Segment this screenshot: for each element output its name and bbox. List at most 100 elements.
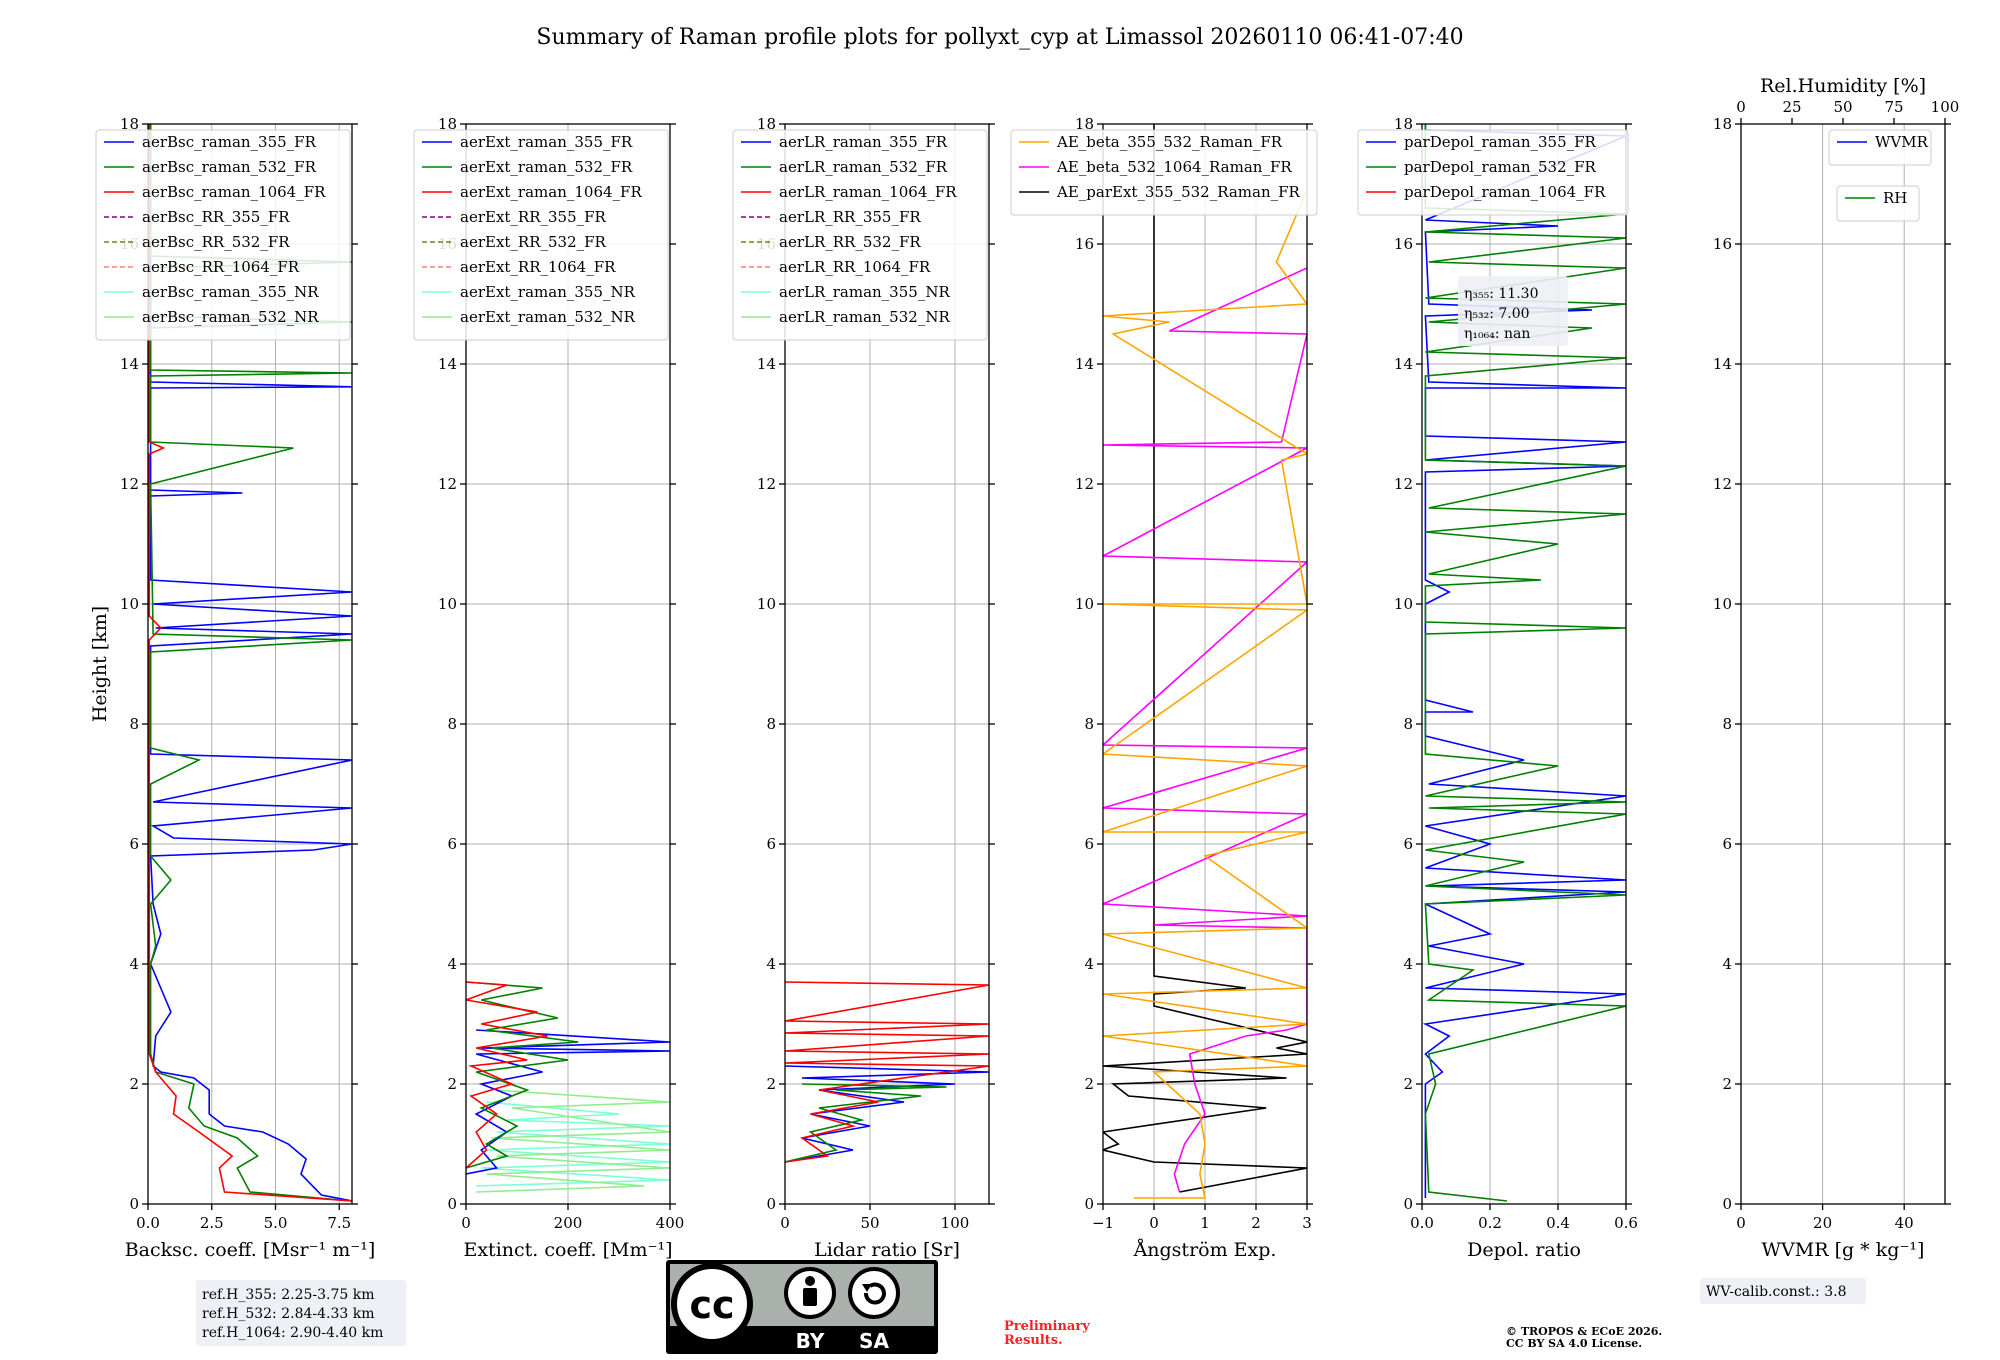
legend-wvmr: WVMR bbox=[1828, 129, 1932, 166]
x-tick-label: 7.5 bbox=[327, 1214, 351, 1232]
axes-frame bbox=[1740, 123, 1946, 1205]
y-tick-label: 6 bbox=[447, 835, 457, 853]
legend-entry-RH: RH bbox=[1883, 189, 1907, 207]
y-tick-label: 2 bbox=[1403, 1075, 1413, 1093]
x-tick-label: 50 bbox=[860, 1214, 879, 1232]
legend-entry-aerLR_RR_355_FR: aerLR_RR_355_FR bbox=[779, 208, 921, 226]
y-tick-label: 8 bbox=[447, 715, 457, 733]
y-tick-label: 18 bbox=[1713, 115, 1732, 133]
eta-line-2: η₅₃₂: 7.00 bbox=[1464, 306, 1530, 322]
figure-title: Summary of Raman profile plots for polly… bbox=[536, 25, 1463, 50]
badge-sa-label: SA bbox=[859, 1329, 889, 1353]
y-tick-label: 8 bbox=[766, 715, 776, 733]
y-tick-label: 10 bbox=[1394, 595, 1413, 613]
legend-box bbox=[1010, 129, 1318, 216]
y-tick-label: 4 bbox=[1403, 955, 1413, 973]
y-tick-label: 6 bbox=[766, 835, 776, 853]
y-tick-label: 8 bbox=[1084, 715, 1094, 733]
x-tick-label: 0.6 bbox=[1614, 1214, 1638, 1232]
top-x-tick-label: 25 bbox=[1782, 98, 1801, 116]
legend-entry-AE_beta_532_1064_Raman_FR: AE_beta_532_1064_Raman_FR bbox=[1056, 158, 1292, 176]
y-tick-label: 16 bbox=[1394, 235, 1413, 253]
y-tick-label: 12 bbox=[1394, 475, 1413, 493]
series-line-AE_beta_355_532_Raman_FR bbox=[1103, 189, 1307, 1199]
y-tick-label: 18 bbox=[438, 115, 457, 133]
x-axis-label: Backsc. coeff. [Msr⁻¹ m⁻¹] bbox=[125, 1239, 376, 1261]
y-tick-label: 8 bbox=[129, 715, 139, 733]
legend-entry-aerExt_raman_532_NR: aerExt_raman_532_NR bbox=[460, 308, 636, 326]
x-axis-label: WVMR [g * kg⁻¹] bbox=[1762, 1239, 1925, 1261]
legend-rh: RH bbox=[1836, 185, 1920, 222]
top-x-tick-label: 0 bbox=[1736, 98, 1746, 116]
legend-box bbox=[95, 129, 351, 341]
series-line-aerBsc_raman_355_FR bbox=[149, 124, 352, 1202]
y-tick-label: 14 bbox=[1394, 355, 1413, 373]
sa-arrow-arc bbox=[864, 1282, 886, 1305]
legend-entry-aerLR_RR_532_FR: aerLR_RR_532_FR bbox=[779, 233, 921, 251]
x-tick-label: 2 bbox=[1251, 1214, 1261, 1232]
legend-entry-aerBsc_raman_532_NR: aerBsc_raman_532_NR bbox=[142, 308, 319, 326]
legend-entry-aerExt_raman_532_FR: aerExt_raman_532_FR bbox=[460, 158, 633, 176]
series-line-aerExt_raman_532_NR bbox=[476, 1089, 670, 1193]
legend-entry-aerBsc_RR_532_FR: aerBsc_RR_532_FR bbox=[142, 233, 290, 251]
y-tick-label: 2 bbox=[447, 1075, 457, 1093]
top-axis-label: Rel.Humidity [%] bbox=[1760, 75, 1926, 97]
legend-entry-aerBsc_RR_355_FR: aerBsc_RR_355_FR bbox=[142, 208, 290, 226]
legend-bsc: aerBsc_raman_355_FR aerBsc_raman_532_FRae… bbox=[95, 129, 351, 341]
legend-entry-aerExt_RR_355_FR: aerExt_RR_355_FR bbox=[460, 208, 607, 226]
series-line-aerExt_raman_1064_FR bbox=[466, 981, 548, 1169]
x-tick-label: 100 bbox=[941, 1214, 970, 1232]
wv-calib-text: WV-calib.const.: 3.8 bbox=[1706, 1284, 1846, 1300]
x-tick-label: 0 bbox=[1736, 1214, 1746, 1232]
legend-entry-AE_parExt_355_532_Raman_FR: AE_parExt_355_532_Raman_FR bbox=[1056, 183, 1301, 201]
cc-letters: cc bbox=[689, 1283, 734, 1327]
y-tick-label: 10 bbox=[1713, 595, 1732, 613]
x-tick-label: 0.2 bbox=[1478, 1214, 1502, 1232]
y-tick-label: 6 bbox=[1403, 835, 1413, 853]
y-tick-label: 4 bbox=[129, 955, 139, 973]
axes-frame bbox=[1421, 123, 1627, 1205]
x-tick-label: 0 bbox=[780, 1214, 790, 1232]
legend-entry-aerBsc_RR_1064_FR: aerBsc_RR_1064_FR bbox=[142, 258, 300, 276]
ref-h-532: ref.H_532: 2.84-4.33 km bbox=[202, 1306, 375, 1322]
y-tick-label: 12 bbox=[757, 475, 776, 493]
badge-by-label: BY bbox=[796, 1329, 825, 1353]
panel-ext: 0246810121416180200400Extinct. coeff. [M… bbox=[413, 115, 684, 1261]
y-tick-label: 6 bbox=[1722, 835, 1732, 853]
series-line-aerLR_raman_532_FR bbox=[785, 1083, 947, 1163]
y-tick-label: 14 bbox=[438, 355, 457, 373]
legend-ae: AE_beta_355_532_Raman_FR AE_beta_532_1064… bbox=[1010, 129, 1318, 216]
legend-entry-parDepol_raman_532_FR: parDepol_raman_532_FR bbox=[1404, 158, 1597, 176]
x-tick-label: 1 bbox=[1200, 1214, 1210, 1232]
copyright-text-1: © TROPOS & ECoE 2026. bbox=[1506, 1325, 1662, 1338]
legend-box bbox=[413, 129, 669, 341]
x-tick-label: 20 bbox=[1813, 1214, 1832, 1232]
axes-frame bbox=[147, 123, 353, 1205]
legend-box bbox=[1836, 185, 1920, 222]
x-tick-label: 2.5 bbox=[200, 1214, 224, 1232]
x-tick-label: 5.0 bbox=[264, 1214, 288, 1232]
y-tick-label: 12 bbox=[1713, 475, 1732, 493]
reference-height-box: ref.H_355: 2.25-3.75 km ref.H_532: 2.84-… bbox=[196, 1280, 406, 1346]
y-tick-label: 0 bbox=[129, 1195, 139, 1213]
y-tick-label: 0 bbox=[447, 1195, 457, 1213]
legend-entry-aerLR_raman_355_NR: aerLR_raman_355_NR bbox=[779, 283, 950, 301]
y-tick-label: 4 bbox=[1084, 955, 1094, 973]
series-group bbox=[1103, 124, 1307, 1199]
x-tick-label: 0.0 bbox=[136, 1214, 160, 1232]
legend-entry-parDepol_raman_355_FR: parDepol_raman_355_FR bbox=[1404, 133, 1597, 151]
y-tick-label: 8 bbox=[1722, 715, 1732, 733]
cc-circle-icon bbox=[671, 1263, 753, 1345]
y-tick-label: 18 bbox=[1075, 115, 1094, 133]
top-x-tick-label: 75 bbox=[1884, 98, 1903, 116]
top-x-tick-label: 50 bbox=[1833, 98, 1852, 116]
series-line-AE_parExt_355_532_Raman_FR bbox=[1103, 124, 1307, 1193]
series-line-aerLR_raman_1064_FR bbox=[785, 981, 989, 1163]
legend-entry-WVMR: WVMR bbox=[1875, 133, 1929, 151]
y-tick-label: 14 bbox=[120, 355, 139, 373]
preliminary-text-1: Preliminary bbox=[1004, 1319, 1090, 1334]
